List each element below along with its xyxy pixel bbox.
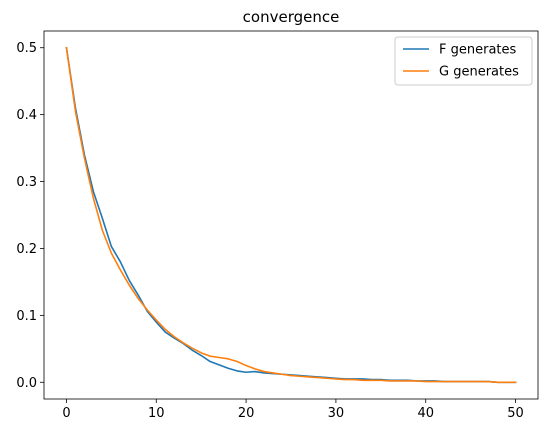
- legend-label: G generates: [439, 65, 519, 80]
- x-axis: 0 10 20 30 40 50: [62, 399, 524, 421]
- y-tick-label: 0.4: [16, 108, 37, 123]
- x-tick-label: 30: [328, 406, 345, 421]
- y-tick-label: 0.2: [16, 242, 37, 257]
- y-tick-label: 0.0: [16, 376, 37, 391]
- x-tick-label: 20: [238, 406, 255, 421]
- legend: F generates G generates: [394, 36, 533, 86]
- series-layer: [65, 46, 517, 384]
- x-tick-label: 10: [148, 406, 165, 421]
- y-tick-label: 0.3: [16, 175, 37, 190]
- x-tick-label: 0: [62, 406, 70, 421]
- y-axis: 0.0 0.1 0.2 0.3 0.4 0.5: [16, 41, 44, 391]
- series-line-g-generates: [65, 46, 517, 384]
- chart-title: convergence: [243, 8, 340, 26]
- y-tick-label: 0.5: [16, 41, 37, 56]
- series-line-f-generates: [65, 46, 517, 384]
- legend-label: F generates: [439, 43, 517, 58]
- x-tick-label: 50: [507, 406, 524, 421]
- x-tick-label: 40: [417, 406, 434, 421]
- plot-frame: [43, 30, 539, 400]
- legend-box: [394, 36, 533, 86]
- y-tick-label: 0.1: [16, 309, 37, 324]
